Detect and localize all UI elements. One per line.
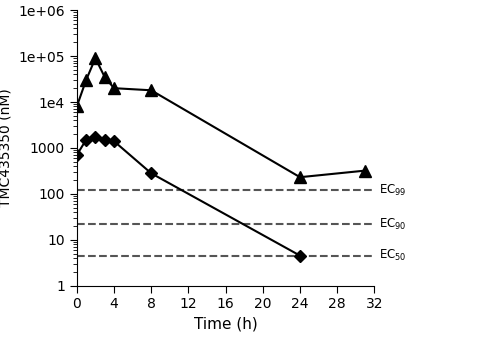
Text: EC$_{90}$: EC$_{90}$ bbox=[379, 217, 407, 232]
X-axis label: Time (h): Time (h) bbox=[194, 317, 257, 332]
Text: EC$_{50}$: EC$_{50}$ bbox=[379, 248, 407, 263]
Text: EC$_{99}$: EC$_{99}$ bbox=[379, 183, 407, 198]
Y-axis label: TMC435350 (nM): TMC435350 (nM) bbox=[0, 88, 13, 207]
